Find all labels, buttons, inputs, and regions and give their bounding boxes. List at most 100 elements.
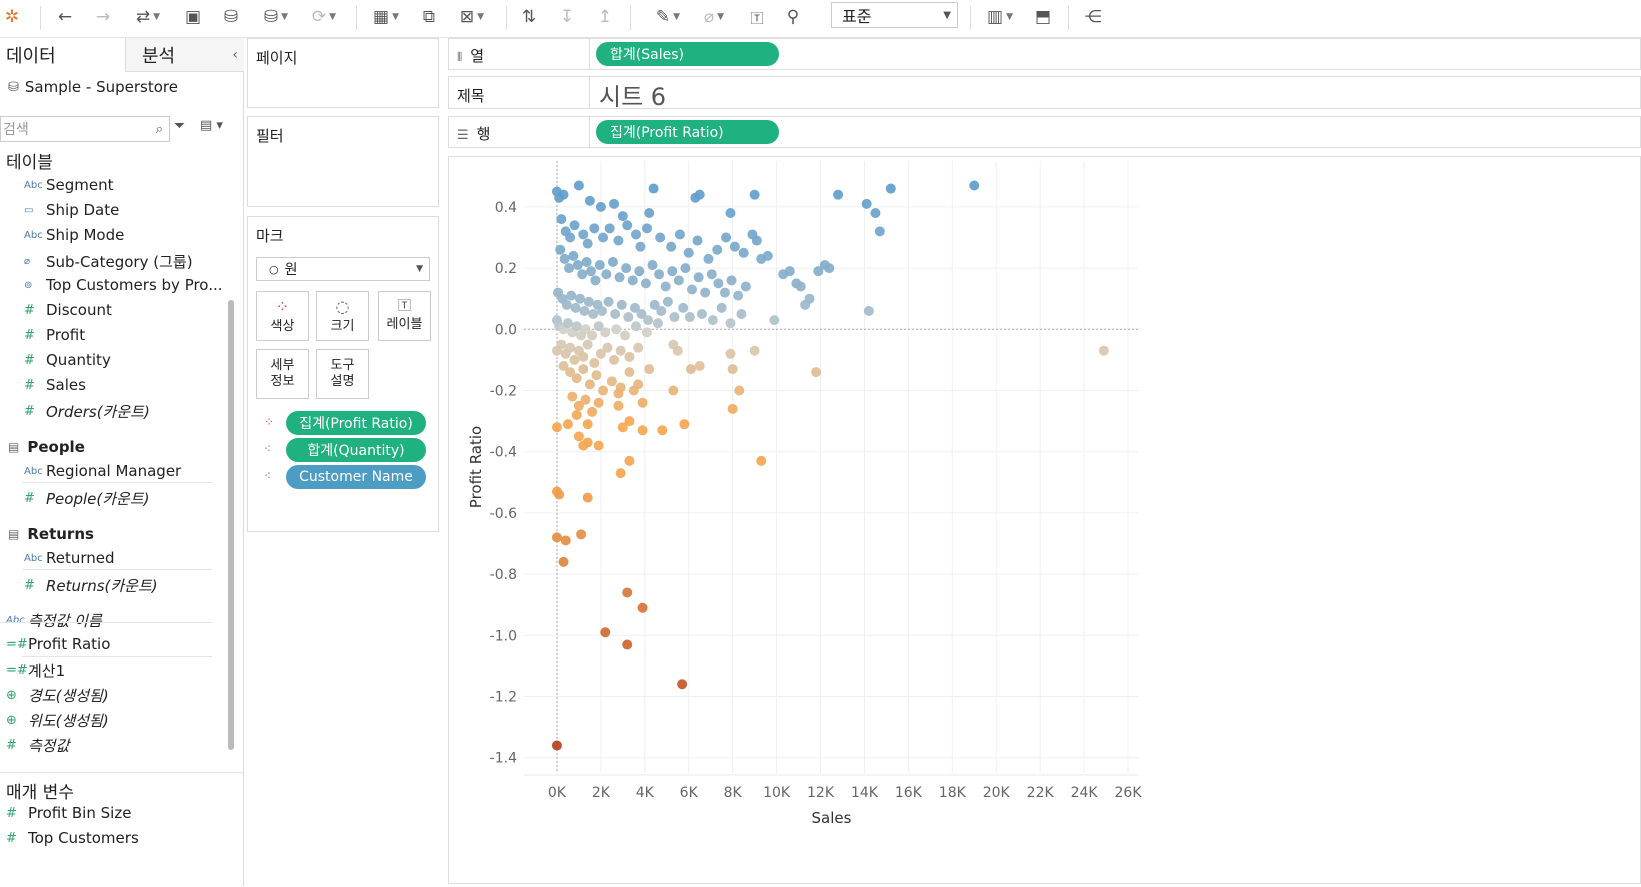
data-point[interactable] <box>558 189 569 200</box>
data-point[interactable] <box>616 299 627 310</box>
data-point[interactable] <box>679 419 690 430</box>
data-point[interactable] <box>640 278 651 289</box>
tab-analysis[interactable]: 분석 ‹ <box>126 38 244 72</box>
mark-pill-quantity[interactable]: 합계(Quantity) <box>286 438 426 462</box>
data-point[interactable] <box>573 431 584 442</box>
data-point[interactable] <box>609 198 620 209</box>
data-point[interactable] <box>634 266 645 277</box>
share-icon[interactable]: ⋲ <box>1084 7 1102 27</box>
data-point[interactable] <box>562 419 573 430</box>
data-point[interactable] <box>795 281 806 292</box>
data-point[interactable] <box>725 208 736 219</box>
data-point[interactable] <box>656 305 667 316</box>
data-point[interactable] <box>566 290 577 301</box>
data-pane-scrollbar[interactable] <box>228 300 234 750</box>
field-item[interactable]: =# Profit Ratio <box>6 635 110 653</box>
data-point[interactable] <box>615 345 626 356</box>
data-point[interactable] <box>595 348 606 359</box>
data-point[interactable] <box>642 223 652 234</box>
people-group[interactable]: ▤ People <box>8 438 85 456</box>
data-point[interactable] <box>593 440 604 451</box>
data-point[interactable] <box>555 244 566 255</box>
mark-type-select[interactable]: ○ 원 ▼ <box>256 257 430 281</box>
new-worksheet-icon[interactable]: ▦ ▼ <box>373 7 399 27</box>
columns-shelf[interactable]: ⦀ 열 합계(Sales) <box>448 38 1641 70</box>
data-point[interactable] <box>716 302 727 313</box>
data-point[interactable] <box>725 318 736 329</box>
refresh-icon[interactable]: ⟳ ▼ <box>311 7 337 27</box>
presentation-icon[interactable]: ⬒ <box>1034 7 1052 27</box>
field-item[interactable]: # Profit <box>24 326 85 344</box>
data-point[interactable] <box>624 416 635 427</box>
rows-pill-profit-ratio[interactable]: 집계(Profit Ratio) <box>596 120 779 144</box>
data-point[interactable] <box>727 403 738 414</box>
data-point[interactable] <box>575 293 586 304</box>
field-item[interactable]: ▭ Ship Date <box>24 201 119 219</box>
data-point[interactable] <box>556 339 567 350</box>
data-point[interactable] <box>578 364 589 375</box>
data-point[interactable] <box>734 385 745 396</box>
data-point[interactable] <box>613 400 624 411</box>
data-point[interactable] <box>571 409 582 420</box>
data-point[interactable] <box>613 388 624 399</box>
data-point[interactable] <box>657 425 668 436</box>
data-point[interactable] <box>559 253 570 264</box>
data-point[interactable] <box>582 238 593 249</box>
data-point[interactable] <box>583 296 594 307</box>
data-point[interactable] <box>598 385 609 396</box>
data-point[interactable] <box>577 269 588 280</box>
data-point[interactable] <box>633 342 644 353</box>
data-point[interactable] <box>700 287 711 298</box>
tooltip-button[interactable]: 도구 설명 <box>316 349 369 399</box>
data-point[interactable] <box>571 321 582 332</box>
data-point[interactable] <box>637 425 648 436</box>
data-point[interactable] <box>726 275 737 286</box>
data-point[interactable] <box>596 305 607 316</box>
duplicate-sheet-icon[interactable]: ⧉ <box>422 7 436 27</box>
field-item[interactable]: # Discount <box>24 301 112 319</box>
data-point[interactable] <box>582 419 593 430</box>
field-item[interactable]: ⊚ Top Customers by Pro... <box>24 276 223 294</box>
field-item[interactable]: # People(카운트) <box>24 488 149 509</box>
field-item[interactable]: # Quantity <box>24 351 111 369</box>
data-point[interactable] <box>580 324 591 335</box>
data-point[interactable] <box>719 287 730 298</box>
data-point[interactable] <box>662 296 673 307</box>
field-item[interactable]: Abc Ship Mode <box>24 226 124 244</box>
data-point[interactable] <box>668 385 679 396</box>
data-point[interactable] <box>610 309 621 319</box>
field-item[interactable]: # Returns(카운트) <box>24 575 158 596</box>
data-point[interactable] <box>562 318 573 329</box>
swap-icon[interactable]: ⇅ <box>521 7 537 27</box>
data-point[interactable] <box>687 284 698 295</box>
data-point[interactable] <box>606 376 617 387</box>
data-point[interactable] <box>576 529 587 540</box>
data-point[interactable] <box>643 315 654 326</box>
search-input[interactable]: 검색 ⌕ <box>0 116 170 142</box>
data-point[interactable] <box>756 455 767 466</box>
data-point[interactable] <box>740 281 751 292</box>
field-item[interactable]: # Sales <box>24 376 86 394</box>
data-point[interactable] <box>573 180 584 191</box>
data-point[interactable] <box>603 296 614 307</box>
data-point[interactable] <box>571 373 582 384</box>
data-point[interactable] <box>621 263 632 274</box>
view-options-icon[interactable]: ▤ ▾ <box>200 118 223 133</box>
save-icon[interactable]: ▣ <box>184 7 202 27</box>
data-point[interactable] <box>609 354 620 365</box>
data-point[interactable] <box>593 397 604 408</box>
data-point[interactable] <box>749 189 760 200</box>
data-point[interactable] <box>694 189 705 200</box>
data-point[interactable] <box>706 269 717 280</box>
data-point[interactable] <box>713 278 724 289</box>
data-point[interactable] <box>589 357 600 368</box>
data-point[interactable] <box>565 367 576 378</box>
data-point[interactable] <box>588 309 599 319</box>
data-point[interactable] <box>824 263 835 274</box>
data-point[interactable] <box>833 189 844 200</box>
data-point[interactable] <box>611 324 622 335</box>
data-point[interactable] <box>582 492 593 503</box>
data-point[interactable] <box>600 627 611 638</box>
data-point[interactable] <box>595 201 606 212</box>
data-point[interactable] <box>622 587 633 598</box>
